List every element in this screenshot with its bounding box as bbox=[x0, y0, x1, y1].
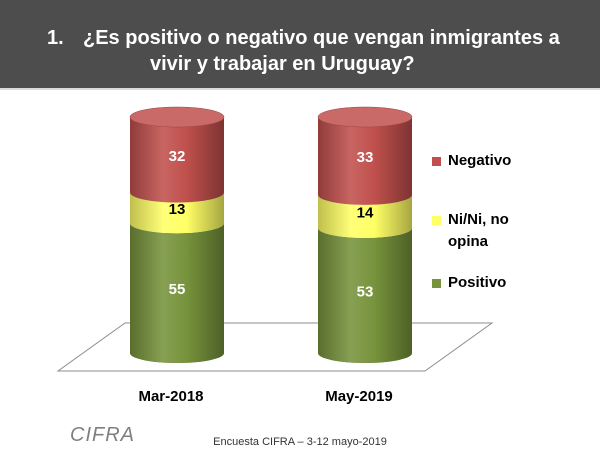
data-label: 33 bbox=[357, 149, 374, 166]
bar-segment-ni-ni-no-opina-Mar-2018 bbox=[130, 192, 224, 234]
legend-swatch-positivo bbox=[432, 279, 441, 288]
bar-segment-ni-ni-no-opina-May-2019 bbox=[318, 194, 412, 238]
data-label: 53 bbox=[357, 283, 374, 300]
legend-label-nini-line1: Ni/Ni, no bbox=[448, 211, 509, 228]
bar-top-cap-May-2019 bbox=[317, 106, 413, 128]
legend-label-negativo: Negativo bbox=[448, 152, 512, 169]
question-number: 1. bbox=[47, 27, 64, 49]
question-title-line2: vivir y trabajar en Uruguay? bbox=[150, 53, 415, 75]
category-label: Mar-2018 bbox=[138, 388, 203, 405]
bar-segment-positivo-Mar-2018 bbox=[130, 223, 224, 363]
data-label: 14 bbox=[357, 204, 374, 221]
question-title-line1: ¿Es positivo o negativo que vengan inmig… bbox=[83, 27, 560, 49]
cifra-logo: CIFRA bbox=[70, 424, 135, 446]
bar-segment-negativo-May-2019 bbox=[318, 117, 412, 205]
data-label: 32 bbox=[169, 148, 186, 165]
legend-label-positivo: Positivo bbox=[448, 274, 507, 291]
survey-source-note: Encuesta CIFRA – 3-12 mayo-2019 bbox=[213, 436, 387, 448]
header-bar bbox=[0, 0, 600, 88]
data-label: 55 bbox=[169, 281, 186, 298]
category-label: May-2019 bbox=[325, 388, 393, 405]
chart-floor bbox=[56, 322, 494, 372]
legend-swatch-negativo bbox=[432, 157, 441, 166]
bar-segment-positivo-May-2019 bbox=[318, 227, 412, 363]
data-label: 13 bbox=[169, 201, 186, 218]
header-divider bbox=[0, 88, 600, 90]
legend-swatch-nini bbox=[432, 216, 441, 225]
bar-segment-negativo-Mar-2018 bbox=[130, 117, 224, 203]
legend-label-nini-line2: opina bbox=[448, 233, 488, 250]
bar-top-cap-Mar-2018 bbox=[129, 106, 225, 128]
